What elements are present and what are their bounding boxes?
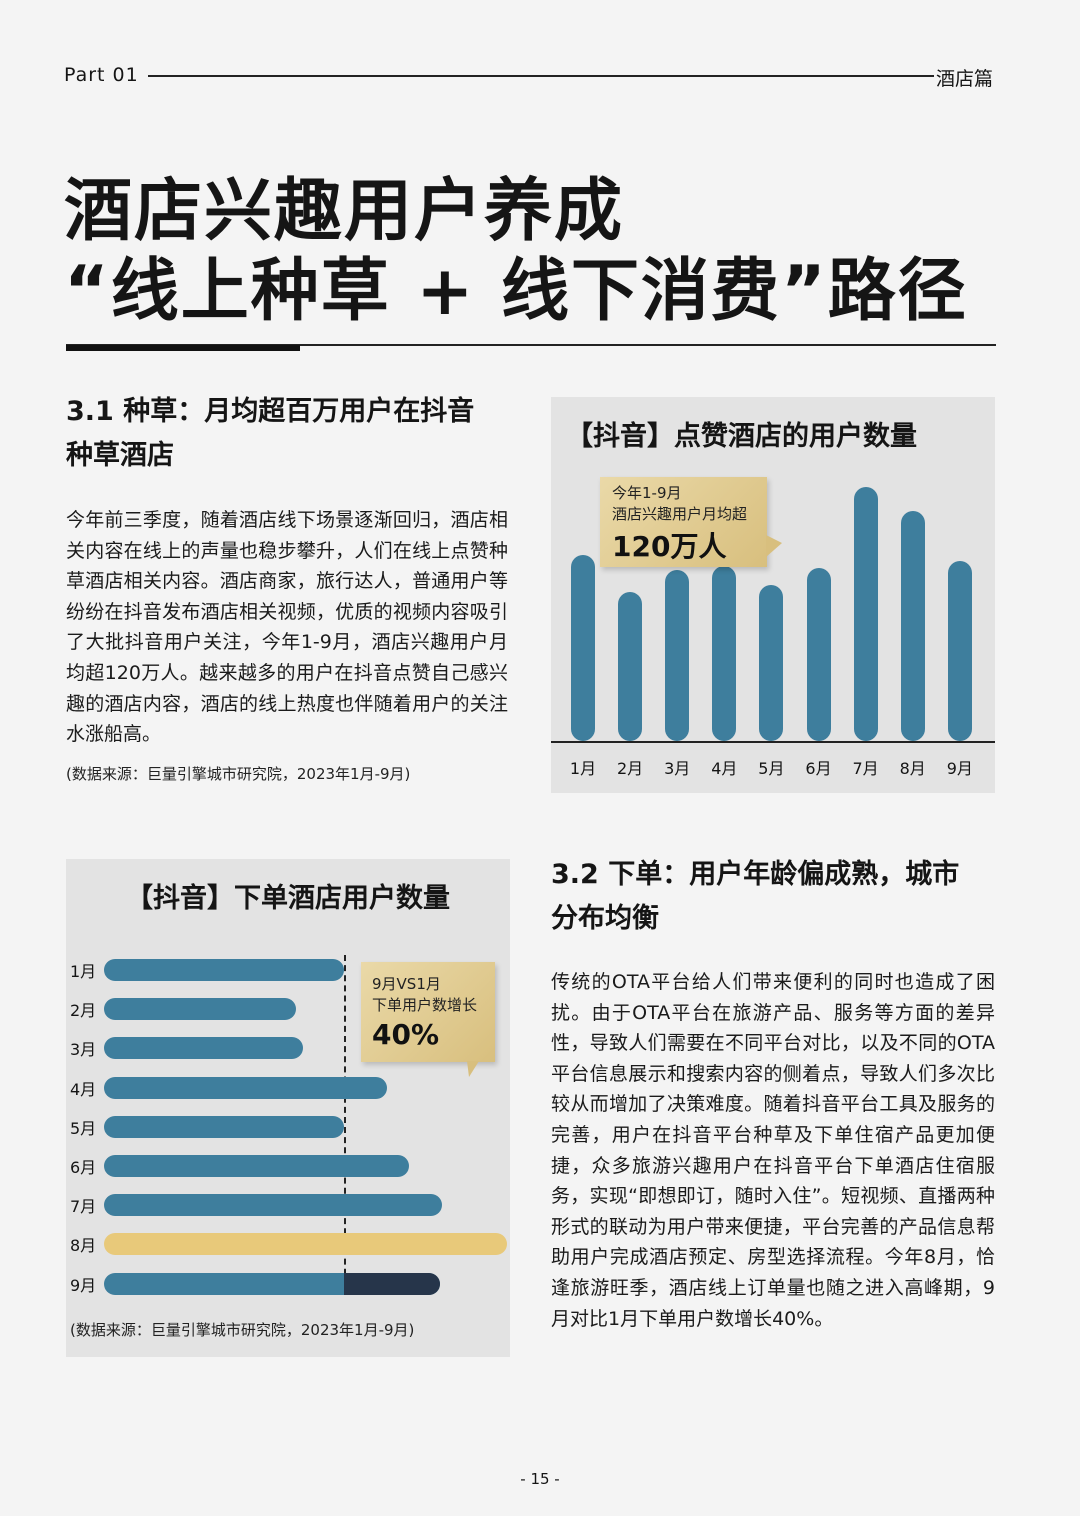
likes-bar (947, 560, 972, 741)
likes-x-tick-label: 2月 (617, 759, 644, 778)
title-rule (66, 344, 996, 346)
orders-callout-line1: 9月VS1月 (372, 975, 441, 993)
orders-bar (104, 1115, 344, 1138)
likes-bar (571, 555, 595, 741)
likes-callout-pointer (766, 535, 782, 557)
likes-bar (759, 585, 784, 741)
section-label: 酒店篇 (936, 68, 994, 90)
orders-callout-line2: 下单用户数增长 (372, 996, 478, 1014)
section1-source: (数据来源：巨量引擎城市研究院，2023年1月-9月) (66, 765, 411, 783)
orders-chart-source: (数据来源：巨量引擎城市研究院，2023年1月-9月) (70, 1321, 415, 1339)
title-rule-accent (66, 345, 300, 351)
orders-y-tick-label: 9月 (70, 1275, 97, 1295)
likes-bar (900, 510, 925, 741)
orders-bar (104, 1155, 409, 1177)
page-title-line1: 酒店兴趣用户养成 (64, 172, 625, 251)
section1-paragraph: 今年前三季度，随着酒店线下场景逐渐回归，酒店相关内容在线上的声量也稳步攀升，人们… (66, 509, 508, 746)
orders-bar (104, 1037, 304, 1060)
part-label: Part 01 (64, 64, 139, 86)
orders-y-tick-label: 5月 (70, 1118, 97, 1138)
likes-bar (806, 568, 831, 741)
likes-x-tick-label: 1月 (569, 759, 597, 778)
section2-heading-line1: 3.2 下单：用户年龄偏成熟，城市 (551, 859, 960, 890)
likes-callout-line1: 今年1-9月 (612, 484, 682, 502)
section1-heading-line1: 3.1 种草：月均超百万用户在抖音 (66, 396, 475, 427)
page-number: - 15 - (520, 1470, 560, 1488)
likes-x-tick-label: 4月 (711, 759, 738, 778)
orders-bar-highlight (104, 1233, 508, 1256)
likes-chart-title: 【抖音】点赞酒店的用户数量 (566, 421, 917, 452)
orders-callout-pointer (467, 1061, 479, 1077)
orders-bar (104, 1076, 388, 1099)
orders-y-tick-label: 4月 (70, 1079, 97, 1099)
orders-y-tick-label: 7月 (70, 1197, 97, 1217)
orders-bar (104, 1194, 443, 1217)
header-rule (148, 75, 934, 77)
likes-x-tick-label: 9月 (946, 759, 973, 778)
orders-y-tick-label: 3月 (70, 1040, 97, 1060)
orders-chart-title: 【抖音】下单酒店用户数量 (126, 883, 450, 914)
likes-callout-value: 120万人 (612, 530, 727, 563)
section2-paragraph: 传统的OTA平台给人们带来便利的同时也造成了困扰。由于OTA平台在旅游产品、服务… (551, 971, 995, 1330)
likes-x-tick-label: 6月 (805, 759, 832, 778)
orders-chart-reference-line (344, 955, 346, 1295)
likes-chart-baseline (551, 741, 995, 743)
likes-x-tick-label: 8月 (899, 759, 926, 778)
orders-bar (104, 998, 296, 1021)
section1-heading: 3.1 种草：月均超百万用户在抖音 种草酒店 (66, 390, 516, 478)
section2-heading: 3.2 下单：用户年龄偏成熟，城市 分布均衡 (551, 853, 991, 941)
orders-y-tick-label: 2月 (70, 1001, 97, 1021)
orders-callout-value: 40% (372, 1018, 440, 1051)
section1-heading-line2: 种草酒店 (66, 440, 174, 471)
page-title-line2: “线上种草 + 线下消费”路径 (64, 252, 968, 331)
likes-callout-line2: 酒店兴趣用户月均超 (612, 505, 748, 523)
likes-bar (665, 570, 690, 741)
orders-y-tick-label: 6月 (70, 1158, 97, 1177)
likes-x-tick-label: 5月 (758, 759, 785, 778)
likes-x-tick-label: 7月 (852, 759, 879, 778)
likes-x-tick-label: 3月 (664, 759, 691, 778)
likes-chart-callout: 今年1-9月 酒店兴趣用户月均超 120万人 (600, 477, 767, 567)
orders-bar (104, 959, 344, 981)
orders-chart-callout: 9月VS1月 下单用户数增长 40% (361, 962, 495, 1062)
orders-y-tick-label: 8月 (70, 1236, 97, 1256)
likes-bar (618, 592, 643, 741)
orders-y-tick-label: 1月 (70, 962, 97, 981)
orders-bar-growth-segment (344, 1272, 440, 1295)
likes-bar (853, 486, 878, 741)
section2-heading-line2: 分布均衡 (551, 903, 659, 934)
likes-bar (712, 566, 737, 741)
